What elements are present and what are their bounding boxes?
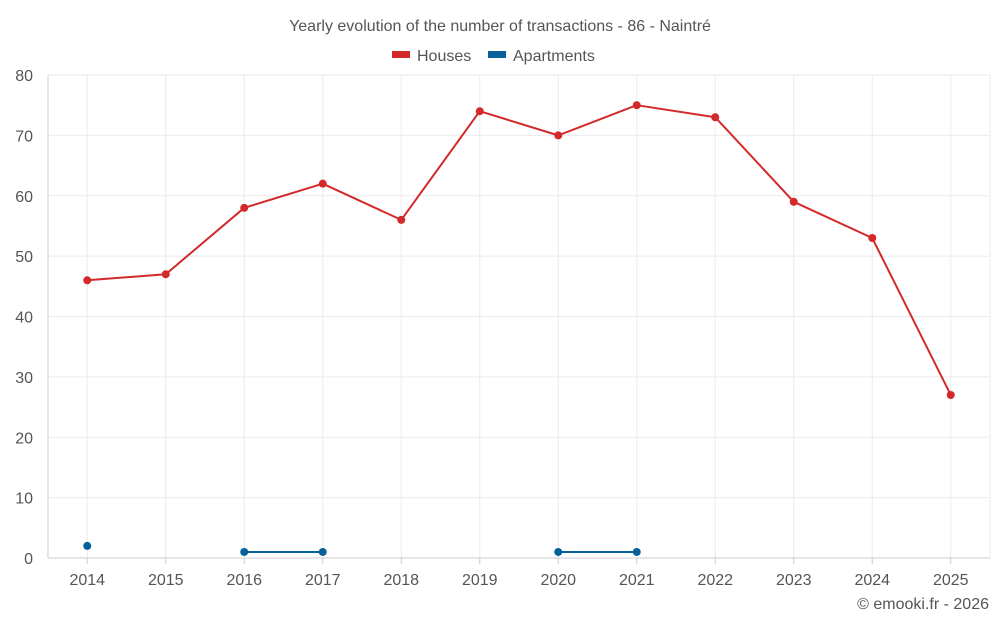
x-tick-label-2022: 2022 xyxy=(697,572,733,589)
series-layer xyxy=(83,101,955,556)
legend-item-apartments[interactable]: Apartments xyxy=(488,48,595,65)
y-tick-label-30: 30 xyxy=(15,370,33,387)
x-tick-label-2014: 2014 xyxy=(69,572,105,589)
y-tick-label-0: 0 xyxy=(24,551,33,568)
point-apartments-2021[interactable] xyxy=(632,547,641,556)
series-line-houses-0 xyxy=(86,104,952,396)
x-tick-label-2020: 2020 xyxy=(540,572,576,589)
legend-item-houses[interactable]: Houses xyxy=(392,48,471,65)
y-tick-label-80: 80 xyxy=(15,68,33,85)
series-apartments xyxy=(83,541,641,556)
x-tick-label-2016: 2016 xyxy=(226,572,262,589)
x-tick-label-2015: 2015 xyxy=(148,572,184,589)
point-apartments-2016[interactable] xyxy=(240,547,249,556)
point-houses-2019[interactable] xyxy=(475,107,484,116)
legend-label-houses: Houses xyxy=(417,48,471,65)
y-tick-label-10: 10 xyxy=(15,491,33,508)
x-tick-label-2017: 2017 xyxy=(305,572,341,589)
y-tick-label-70: 70 xyxy=(15,128,33,145)
y-tick-label-50: 50 xyxy=(15,249,33,266)
x-tick-label-2018: 2018 xyxy=(383,572,419,589)
y-tick-label-40: 40 xyxy=(15,310,33,327)
x-tick-label-2025: 2025 xyxy=(933,572,969,589)
x-axis: 2014 2015 2016 2017 2018 2019 2020 2021 2022 2023… xyxy=(48,557,990,589)
y-tick-label-60: 60 xyxy=(15,189,33,206)
point-houses-2025[interactable] xyxy=(946,390,955,399)
point-houses-2023[interactable] xyxy=(789,197,798,206)
x-tick-label-2023: 2023 xyxy=(776,572,812,589)
x-tick-label-2019: 2019 xyxy=(462,572,498,589)
y-axis: 0 10 20 30 40 50 60 70 80 xyxy=(15,68,49,568)
x-tick-label-2024: 2024 xyxy=(854,572,890,589)
legend-label-apartments: Apartments xyxy=(513,48,595,65)
point-houses-2018[interactable] xyxy=(397,215,406,224)
x-tick-label-2021: 2021 xyxy=(619,572,655,589)
credit-text: © emooki.fr - 2026 xyxy=(857,596,989,613)
point-houses-2020[interactable] xyxy=(554,131,563,140)
chart-title: Yearly evolution of the number of transa… xyxy=(289,18,711,35)
legend: Houses Apartments xyxy=(392,48,595,65)
point-houses-2014[interactable] xyxy=(83,276,92,285)
point-houses-2015[interactable] xyxy=(161,270,170,279)
point-houses-2024[interactable] xyxy=(868,234,877,243)
point-apartments-2017[interactable] xyxy=(318,547,327,556)
point-houses-2016[interactable] xyxy=(240,203,249,212)
legend-swatch-apartments xyxy=(488,51,506,58)
series-houses xyxy=(83,101,955,399)
point-apartments-2014[interactable] xyxy=(83,541,92,550)
y-tick-label-20: 20 xyxy=(15,430,33,447)
point-houses-2021[interactable] xyxy=(632,101,641,110)
point-houses-2022[interactable] xyxy=(711,113,720,122)
point-houses-2017[interactable] xyxy=(318,179,327,188)
point-apartments-2020[interactable] xyxy=(554,547,563,556)
grid xyxy=(48,74,991,558)
legend-swatch-houses xyxy=(392,51,410,58)
